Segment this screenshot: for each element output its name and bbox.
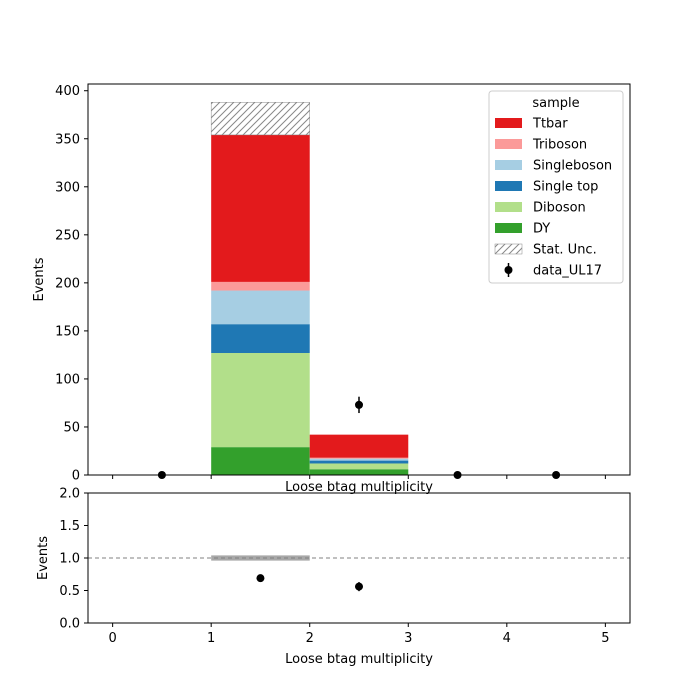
y-tick-label: 0.5: [59, 584, 80, 599]
legend-swatch: [495, 202, 522, 212]
legend-swatch: [494, 243, 523, 255]
ratio-point: [256, 574, 265, 583]
x-tick-label: 3: [404, 631, 412, 646]
bar-segment: [309, 463, 409, 470]
ratio-unc-band: [211, 555, 310, 561]
bar-segment: [211, 447, 310, 475]
bar-segment: [211, 324, 310, 353]
x-tick-label: 1: [207, 631, 215, 646]
legend-label: Diboson: [533, 201, 586, 216]
y-tick-label: 400: [55, 84, 80, 99]
stacked-bars: [211, 134, 409, 475]
bar-segment: [309, 460, 409, 464]
y-tick-label: 0.0: [59, 617, 80, 632]
legend-swatch: [495, 223, 522, 233]
main-plot-panel: 0 50 100 150 200 250 300 350 400 Loose btag mult…: [32, 83, 631, 495]
main-x-ticks: [112, 475, 606, 479]
bar-segment: [309, 457, 409, 459]
ratio-y-axis-label: Events: [36, 536, 51, 580]
y-tick-label: 300: [55, 180, 80, 195]
legend-title: sample: [532, 96, 579, 111]
legend-entries: Ttbar Triboson Singleboson Single top Diboso…: [494, 117, 612, 279]
bar-segment: [309, 434, 409, 458]
legend-box: [488, 90, 624, 284]
ratio-x-ticks: 0 1 2 3 4 5: [108, 623, 610, 646]
legend-label: Ttbar: [532, 117, 568, 132]
bar-segment: [211, 290, 310, 325]
ratio-unc-band-rect: [211, 555, 310, 561]
main-plot-frame: [87, 83, 631, 476]
y-tick-label: 150: [55, 324, 80, 339]
y-tick-label: 350: [55, 132, 80, 147]
bar-segment: [211, 352, 310, 448]
legend-swatch: [495, 160, 522, 170]
ratio-points: [256, 574, 363, 592]
y-tick-label: 0: [72, 469, 80, 484]
x-tick-label: 2: [306, 631, 314, 646]
legend-swatch: [504, 266, 513, 274]
data-point: [355, 400, 363, 409]
bar-segment: [211, 281, 310, 291]
bar-segment: [211, 134, 310, 282]
stat-unc-band: [210, 102, 310, 136]
ratio-y-ticks: 0.0 0.5 1.0 1.5 2.0: [59, 487, 88, 632]
legend-label: DY: [533, 222, 550, 237]
y-tick-label: 50: [63, 420, 80, 435]
ratio-plot-panel: 0 1 2 3 4 5 0.0 0.5 1.0 1.5 2.0 Loose btag multip…: [36, 487, 631, 667]
bar-segment: [309, 458, 409, 461]
main-y-ticks: 0 50 100 150 200 250 300 350 400: [55, 84, 88, 484]
legend-swatch: [495, 181, 522, 191]
legend-label: Triboson: [532, 138, 587, 153]
x-tick-label: 0: [108, 631, 116, 646]
legend-swatch: [495, 139, 522, 149]
y-tick-label: 2.0: [59, 487, 80, 502]
y-tick-label: 1.0: [59, 552, 80, 567]
main-y-axis-label: Events: [32, 257, 47, 301]
legend-label: Singleboson: [533, 159, 612, 174]
y-tick-label: 100: [55, 372, 80, 387]
legend-swatch: [495, 118, 522, 128]
x-tick-label: 4: [503, 631, 511, 646]
main-x-axis-label: Loose btag multiplicity: [285, 480, 433, 495]
legend: sample Ttbar Triboson Singleboson Single to…: [488, 90, 624, 284]
ratio-point: [355, 582, 363, 591]
bar-segment: [309, 469, 409, 475]
legend-label: Stat. Unc.: [533, 243, 597, 258]
ratio-plot-frame: [87, 492, 631, 624]
legend-label: Single top: [533, 180, 598, 195]
ratio-x-axis-label: Loose btag multiplicity: [285, 652, 433, 667]
stat-unc-bands: [210, 102, 310, 136]
x-tick-label: 5: [601, 631, 609, 646]
y-tick-label: 250: [55, 228, 80, 243]
y-tick-label: 200: [55, 276, 80, 291]
y-tick-label: 1.5: [59, 519, 80, 534]
legend-label: data_UL17: [533, 264, 602, 279]
